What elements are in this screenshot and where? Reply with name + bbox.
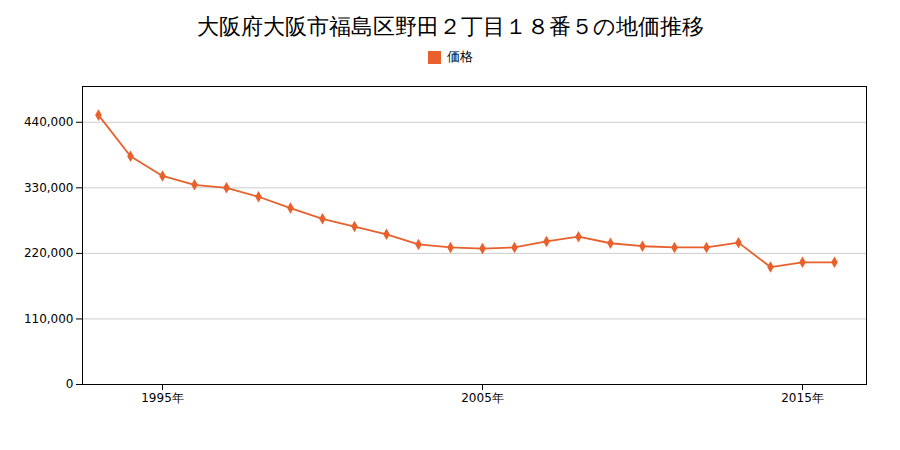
svg-text:110,000: 110,000 xyxy=(24,312,74,326)
html-text:大阪府大阪市福島区野田２丁目１８番５の地価推移: 大阪府大阪市福島区野田２丁目１８番５の地価推移 xyxy=(196,14,704,39)
svg-text:330,000: 330,000 xyxy=(24,181,74,195)
svg-text:2015年: 2015年 xyxy=(781,391,824,405)
svg-text:440,000: 440,000 xyxy=(24,115,74,129)
html-text:価格: 価格 xyxy=(446,49,473,64)
svg-text:220,000: 220,000 xyxy=(24,246,74,260)
svg-text:1995年: 1995年 xyxy=(141,391,184,405)
svg-text:0: 0 xyxy=(66,377,74,391)
svg-text:2005年: 2005年 xyxy=(461,391,504,405)
